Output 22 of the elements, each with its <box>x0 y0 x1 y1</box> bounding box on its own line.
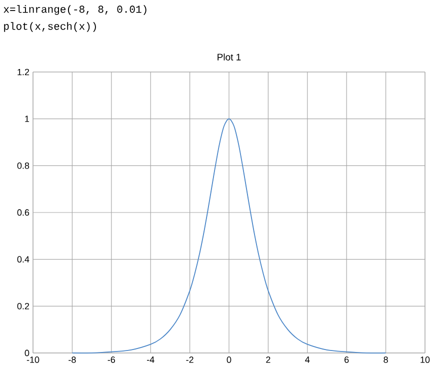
line-series <box>72 118 386 354</box>
y-tick-label: 0.8 <box>17 162 30 169</box>
y-tick-label: 1 <box>25 116 30 122</box>
y-tick-label: 0.4 <box>17 256 30 263</box>
x-tick-label: 8 <box>384 356 388 363</box>
x-tick-label: 4 <box>305 356 310 363</box>
text: x=linrange(-8, 8, 0.01) <box>4 5 146 15</box>
x-tick-label: 2 <box>266 356 270 363</box>
x-tick-label: -8 <box>68 356 76 363</box>
y-tick-label: 0 <box>24 350 30 356</box>
x-tick-label: -2 <box>186 356 194 363</box>
x-tick-label: -4 <box>147 356 154 363</box>
y-tick-label: 0.6 <box>17 209 30 216</box>
y-tick-label: 0.2 <box>17 302 30 310</box>
x-tick-label: 6 <box>344 356 349 363</box>
x-tick-label: -6 <box>108 356 116 363</box>
chart-title: Plot 1 <box>218 53 241 60</box>
y-tick-label: 1.2 <box>18 68 30 76</box>
text: plot(x,sech(x)) <box>4 22 96 32</box>
x-tick-label: -10 <box>26 356 40 363</box>
x-tick-label: 10 <box>420 356 430 363</box>
x-tick-label: 0 <box>226 356 232 363</box>
